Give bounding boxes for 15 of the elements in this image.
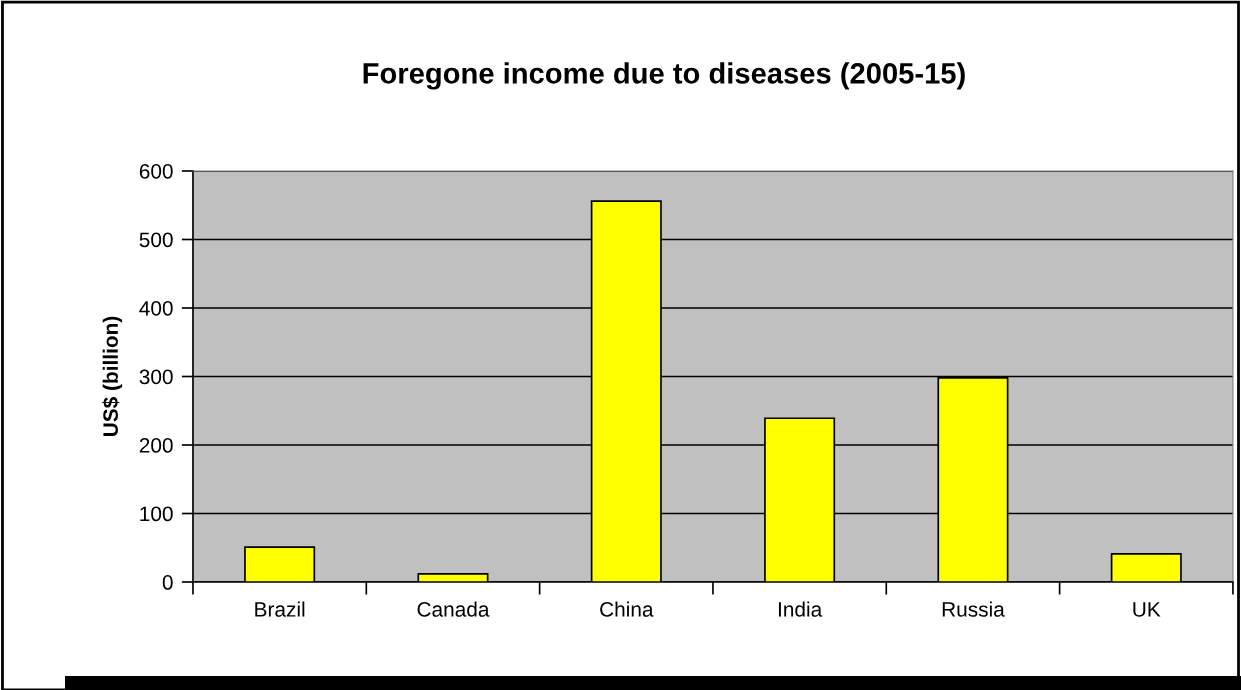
x-tick-label: UK — [1133, 602, 1161, 617]
chart-title: Foregone income due to diseases (2005-15) — [363, 62, 965, 90]
y-tick-label: 500 — [139, 232, 173, 248]
y-axis-title: US$ (billion) — [102, 316, 123, 437]
x-tick-label: China — [600, 601, 654, 617]
y-tick-label: 300 — [139, 369, 173, 385]
x-tick-label: Canada — [417, 601, 490, 617]
x-tick-label: Brazil — [255, 601, 305, 617]
y-tick-label: 0 — [162, 575, 173, 590]
y-tick-label: 600 — [139, 163, 173, 179]
y-tick-label: 100 — [140, 506, 173, 522]
x-tick-label: India — [778, 601, 823, 617]
y-tick-label: 400 — [139, 300, 173, 316]
y-tick-label: 200 — [139, 438, 173, 453]
x-tick-label: Russia — [942, 601, 1005, 617]
